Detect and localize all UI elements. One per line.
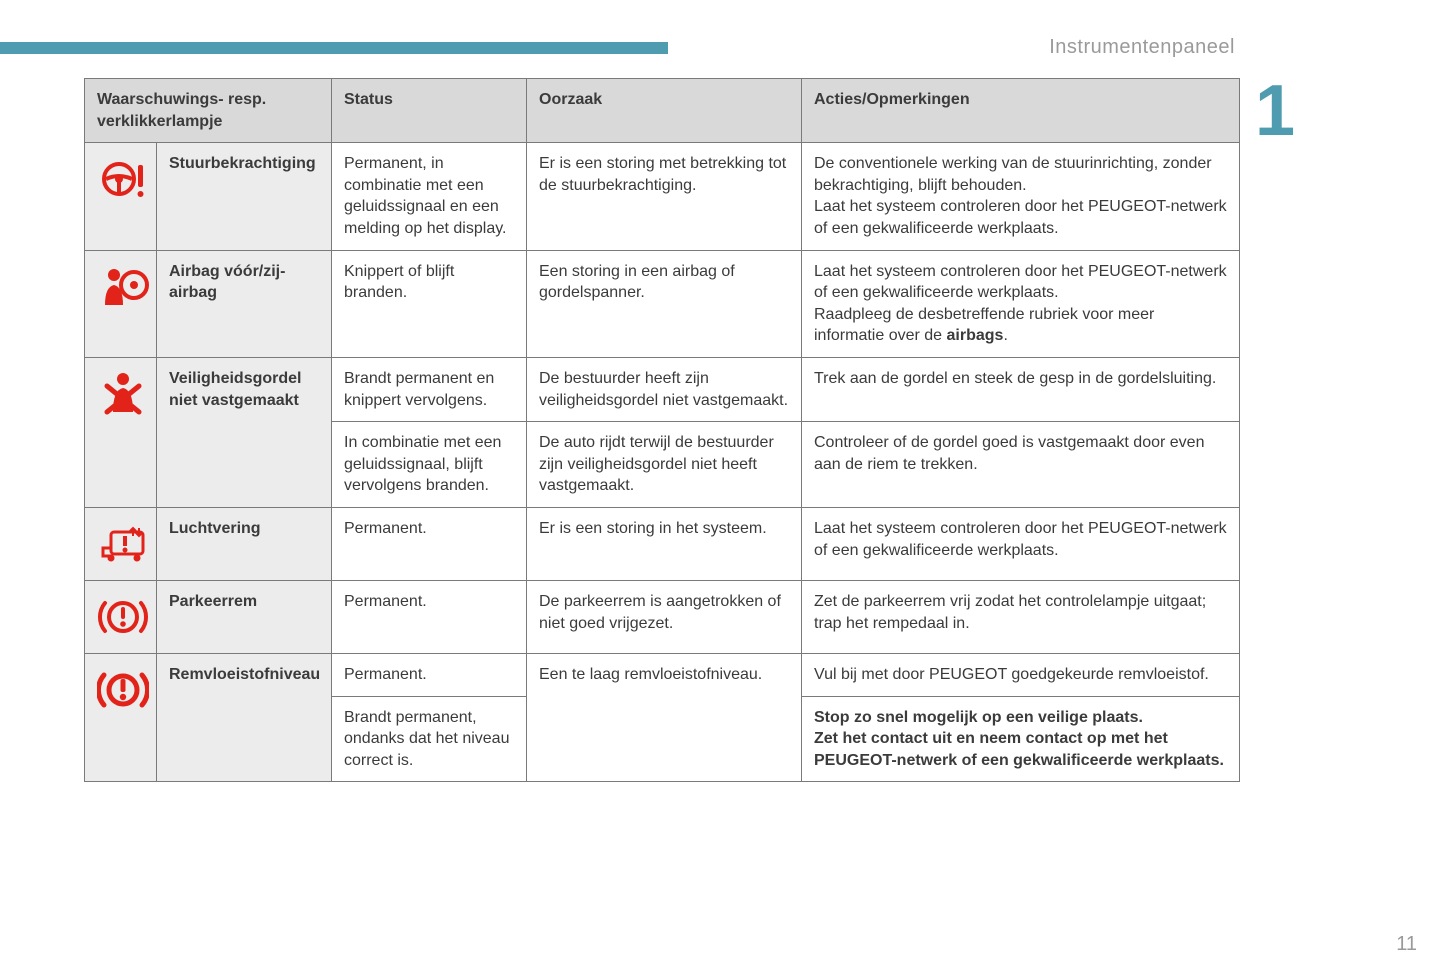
status-cell: Permanent. bbox=[332, 580, 527, 653]
status-cell: Permanent. bbox=[332, 653, 527, 696]
cause-cell: Er is een storing met betrekking tot de … bbox=[527, 143, 802, 250]
cause-cell: De bestuurder heeft zijn veiligheidsgord… bbox=[527, 357, 802, 421]
table-row: Veiligheidsgordel niet vastgemaakt Brand… bbox=[85, 357, 1240, 421]
lamp-name: Parkeerrem bbox=[157, 580, 332, 653]
air-suspension-warning-icon bbox=[85, 507, 157, 580]
page-number: 11 bbox=[1396, 933, 1417, 956]
brake-fluid-warning-icon bbox=[85, 653, 157, 781]
action-cell: Stop zo snel mogelijk op een veilige pla… bbox=[802, 696, 1240, 782]
parking-brake-warning-icon bbox=[85, 580, 157, 653]
lamp-name: Remvloeistofniveau bbox=[157, 653, 332, 781]
status-cell: Permanent. bbox=[332, 507, 527, 580]
action-cell: Laat het systeem controleren door het PE… bbox=[802, 507, 1240, 580]
cause-cell: De auto rijdt terwijl de bestuurder zijn… bbox=[527, 422, 802, 508]
cause-cell: Een storing in een airbag of gordelspann… bbox=[527, 250, 802, 357]
action-cell: Zet de parkeerrem vrij zodat het control… bbox=[802, 580, 1240, 653]
status-cell: Knippert of blijft branden. bbox=[332, 250, 527, 357]
table-row: Parkeerrem Permanent. De parkeerrem is a… bbox=[85, 580, 1240, 653]
table-header-row: Waarschuwings- resp. verklikkerlampje St… bbox=[85, 79, 1240, 143]
table-row: Remvloeistofniveau Permanent. Een te laa… bbox=[85, 653, 1240, 696]
cause-cell: Er is een storing in het systeem. bbox=[527, 507, 802, 580]
status-cell: Brandt permanent, ondanks dat het niveau… bbox=[332, 696, 527, 782]
lamp-name: Airbag vóór/zij-airbag bbox=[157, 250, 332, 357]
cause-cell: De parkeerrem is aangetrokken of niet go… bbox=[527, 580, 802, 653]
steering-warning-icon bbox=[85, 143, 157, 250]
header-lamp: Waarschuwings- resp. verklikkerlampje bbox=[85, 79, 332, 143]
header-action: Acties/Opmerkingen bbox=[802, 79, 1240, 143]
header-status: Status bbox=[332, 79, 527, 143]
airbag-warning-icon bbox=[85, 250, 157, 357]
action-cell: De conventionele werking van de stuurinr… bbox=[802, 143, 1240, 250]
status-cell: Permanent, in combinatie met een geluids… bbox=[332, 143, 527, 250]
action-bold: Stop zo snel mogelijk op een veilige pla… bbox=[814, 709, 1224, 769]
action-cell: Laat het systeem controleren door het PE… bbox=[802, 250, 1240, 357]
section-title: Instrumentenpaneel bbox=[1049, 36, 1235, 59]
warning-lamp-table: Waarschuwings- resp. verklikkerlampje St… bbox=[84, 78, 1240, 782]
cause-cell: Een te laag remvloeistofniveau. bbox=[527, 653, 802, 781]
table-row: Airbag vóór/zij-airbag Knippert of blijf… bbox=[85, 250, 1240, 357]
status-cell: In combinatie met een geluidssignaal, bl… bbox=[332, 422, 527, 508]
lamp-name: Stuurbekrachtiging bbox=[157, 143, 332, 250]
header-cause: Oorzaak bbox=[527, 79, 802, 143]
action-text: . bbox=[1003, 327, 1007, 344]
chapter-number: 1 bbox=[1255, 70, 1295, 152]
lamp-name: Veiligheidsgordel niet vastgemaakt bbox=[157, 357, 332, 507]
action-text: Laat het systeem controleren door het PE… bbox=[814, 263, 1227, 345]
lamp-name: Luchtvering bbox=[157, 507, 332, 580]
table-row: Stuurbekrachtiging Permanent, in combina… bbox=[85, 143, 1240, 250]
action-cell: Controleer of de gordel goed is vastgema… bbox=[802, 422, 1240, 508]
seatbelt-warning-icon bbox=[85, 357, 157, 507]
status-cell: Brandt permanent en knippert vervolgens. bbox=[332, 357, 527, 421]
action-cell: Vul bij met door PEUGEOT goedgekeurde re… bbox=[802, 653, 1240, 696]
action-bold: airbags bbox=[947, 327, 1004, 344]
action-cell: Trek aan de gordel en steek de gesp in d… bbox=[802, 357, 1240, 421]
table-row: Luchtvering Permanent. Er is een storing… bbox=[85, 507, 1240, 580]
header-accent-bar bbox=[0, 42, 668, 54]
